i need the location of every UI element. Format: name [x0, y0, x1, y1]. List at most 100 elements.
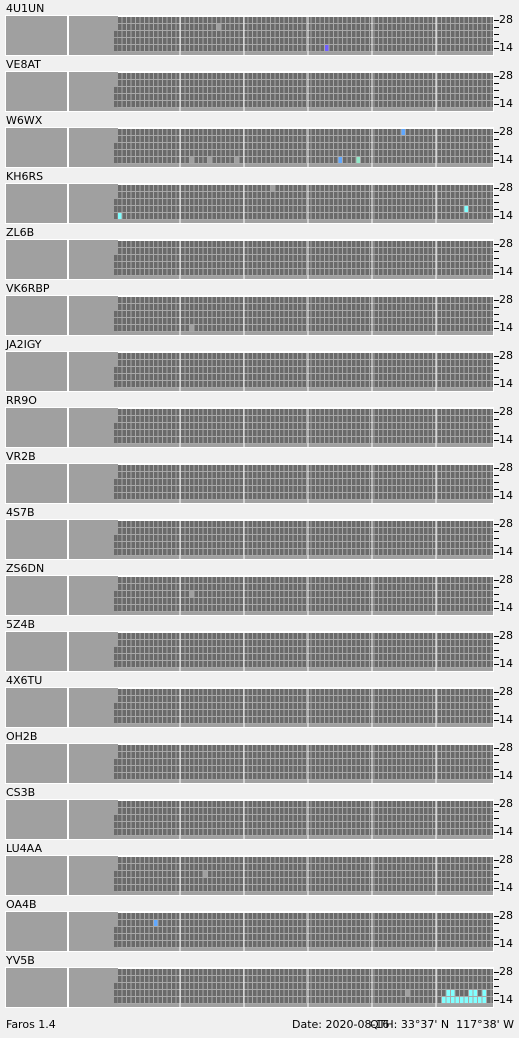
signal-cell — [460, 997, 464, 1003]
band-grid — [118, 745, 493, 780]
station-name: ZS6DN — [6, 562, 44, 575]
first-column-cell — [114, 374, 118, 380]
first-column-cell — [114, 437, 118, 443]
map-box — [6, 296, 67, 335]
info-box — [69, 800, 114, 839]
first-column-cell — [114, 381, 118, 387]
info-box — [69, 520, 114, 559]
first-column-cell — [114, 584, 118, 590]
signal-cell — [473, 997, 477, 1003]
first-column-cell — [114, 150, 118, 156]
station-name: W6WX — [6, 114, 43, 127]
band-label-bottom: 14 — [499, 489, 513, 502]
first-column-cell — [114, 472, 118, 478]
first-column-cell — [114, 703, 118, 709]
first-column-cell — [114, 934, 118, 940]
info-box — [69, 296, 114, 335]
grid-bottom — [114, 724, 493, 727]
grid-bottom — [114, 948, 493, 951]
signal-cell — [451, 990, 455, 996]
first-column-cell — [114, 101, 118, 107]
map-box — [6, 16, 67, 55]
band-label-top: 28 — [499, 517, 513, 530]
info-box — [69, 240, 114, 279]
band-label-top: 28 — [499, 405, 513, 418]
info-box — [69, 72, 114, 111]
grid-bottom — [114, 164, 493, 167]
first-column-cell — [114, 311, 118, 317]
band-label-bottom: 14 — [499, 657, 513, 670]
first-column-cell — [114, 80, 118, 86]
first-column-cell — [114, 45, 118, 51]
signal-cell — [356, 157, 360, 163]
first-column-cell — [114, 920, 118, 926]
info-box — [69, 968, 114, 1007]
first-column-cell — [114, 654, 118, 660]
band-grid — [118, 857, 493, 892]
band-label-bottom: 14 — [499, 97, 513, 110]
station-name: ZL6B — [6, 226, 34, 239]
band-label-top: 28 — [499, 741, 513, 754]
first-column-cell — [114, 430, 118, 436]
station-name: YV5B — [5, 954, 35, 967]
band-label-top: 28 — [499, 349, 513, 362]
signal-cell — [464, 997, 468, 1003]
first-column-cell — [114, 864, 118, 870]
signal-cell — [208, 157, 212, 163]
first-column-cell — [114, 31, 118, 37]
map-box — [6, 968, 67, 1007]
station-name: LU4AA — [6, 842, 42, 855]
grid-bottom — [114, 276, 493, 279]
station-name: VR2B — [6, 450, 36, 463]
signal-cell — [455, 997, 459, 1003]
info-box — [69, 408, 114, 447]
first-column-cell — [114, 248, 118, 254]
band-grid — [118, 73, 493, 108]
first-column-cell — [114, 941, 118, 947]
grid-bottom — [114, 220, 493, 223]
first-column-cell — [114, 318, 118, 324]
band-grid — [118, 17, 493, 52]
grid-bottom — [114, 780, 493, 783]
band-grid — [118, 577, 493, 612]
info-box — [69, 128, 114, 167]
first-column-cell — [114, 423, 118, 429]
first-column-cell — [114, 598, 118, 604]
first-column-cell — [114, 591, 118, 597]
band-label-bottom: 14 — [499, 881, 513, 894]
first-column-cell — [114, 192, 118, 198]
first-column-cell — [114, 213, 118, 219]
info-box — [69, 576, 114, 615]
signal-cell — [406, 990, 410, 996]
station-name: VE8AT — [6, 58, 41, 71]
info-box — [69, 912, 114, 951]
first-column-cell — [114, 157, 118, 163]
first-column-cell — [114, 206, 118, 212]
info-box — [69, 184, 114, 223]
first-column-cell — [114, 808, 118, 814]
first-column-cell — [114, 269, 118, 275]
info-box — [69, 16, 114, 55]
band-label-top: 28 — [499, 685, 513, 698]
signal-cell — [325, 45, 329, 51]
first-column-cell — [114, 143, 118, 149]
band-label-bottom: 14 — [499, 209, 513, 222]
signal-cell — [190, 591, 194, 597]
first-column-cell — [114, 773, 118, 779]
station-name: OA4B — [6, 898, 37, 911]
band-label-top: 28 — [499, 293, 513, 306]
first-column-cell — [114, 38, 118, 44]
band-label-bottom: 14 — [499, 769, 513, 782]
station-name: 4S7B — [6, 506, 35, 519]
map-box — [6, 576, 67, 615]
map-box — [6, 240, 67, 279]
band-label-top: 28 — [499, 573, 513, 586]
first-column-cell — [114, 360, 118, 366]
station-name: CS3B — [6, 786, 35, 799]
map-box — [6, 72, 67, 111]
band-label-top: 28 — [499, 853, 513, 866]
band-label-top: 28 — [499, 13, 513, 26]
first-column-cell — [114, 255, 118, 261]
signal-cell — [473, 990, 477, 996]
grid-bottom — [114, 612, 493, 615]
